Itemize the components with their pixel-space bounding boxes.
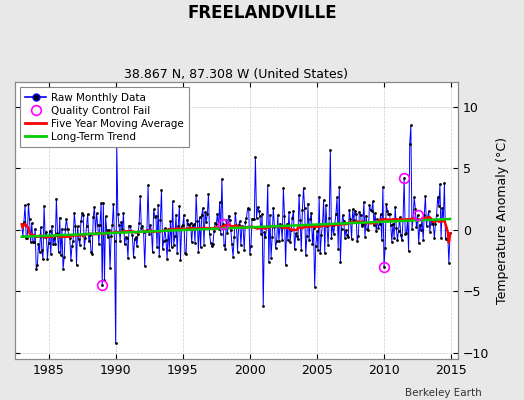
- Text: FREELANDVILLE: FREELANDVILLE: [187, 4, 337, 22]
- Legend: Raw Monthly Data, Quality Control Fail, Five Year Moving Average, Long-Term Tren: Raw Monthly Data, Quality Control Fail, …: [20, 87, 189, 147]
- Title: 38.867 N, 87.308 W (United States): 38.867 N, 87.308 W (United States): [124, 68, 348, 81]
- Text: Berkeley Earth: Berkeley Earth: [406, 388, 482, 398]
- Y-axis label: Temperature Anomaly (°C): Temperature Anomaly (°C): [496, 137, 509, 304]
